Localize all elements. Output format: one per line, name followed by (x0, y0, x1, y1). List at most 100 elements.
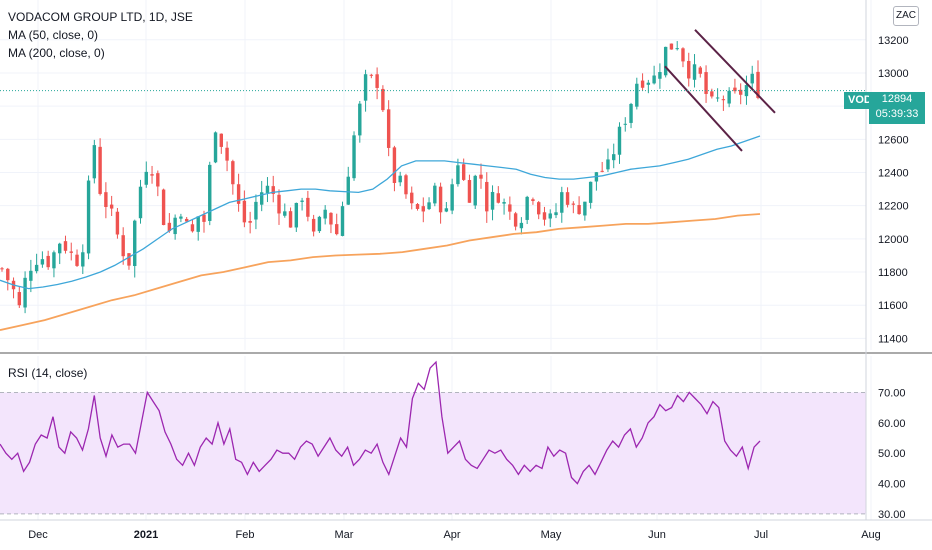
candle (663, 46, 668, 76)
rsi-axis-label: 50.00 (878, 448, 906, 460)
time-axis-label: 2021 (134, 529, 158, 541)
candle (150, 174, 154, 176)
candle (490, 191, 495, 210)
time-axis-label: Feb (236, 529, 255, 541)
price-axis-label: 13000 (878, 68, 909, 80)
candle (144, 171, 148, 185)
candle (300, 200, 304, 202)
candle (271, 186, 275, 194)
price-axis-label: 12400 (878, 168, 909, 180)
price-axis-label: 11600 (878, 300, 908, 312)
candle (190, 224, 195, 232)
candle (640, 80, 645, 88)
ma200-legend[interactable]: MA (200, close, 0) (8, 46, 105, 60)
currency-badge[interactable]: ZAC (893, 6, 919, 26)
candle (571, 203, 576, 205)
candle (317, 216, 322, 232)
time-axis-label: Jun (648, 529, 666, 541)
candle (115, 211, 120, 235)
candle (156, 173, 160, 187)
ma200-line (0, 213, 761, 331)
candle (612, 154, 616, 161)
candle (450, 184, 454, 211)
candle (398, 175, 402, 183)
candle (433, 185, 437, 204)
candle (346, 176, 350, 205)
price-axis-label: 12600 (878, 134, 909, 146)
candle (104, 192, 108, 207)
candle (288, 211, 293, 228)
candle (577, 205, 581, 215)
candle (681, 48, 685, 62)
candle (208, 164, 212, 221)
candle (479, 174, 483, 179)
candle (658, 72, 662, 79)
candle (202, 214, 206, 222)
candle (294, 202, 299, 228)
candle (133, 220, 137, 267)
candle (508, 204, 512, 212)
rsi-axis-label: 70.00 (878, 387, 906, 399)
candle (692, 64, 697, 80)
rsi-line (0, 360, 761, 485)
candle (381, 88, 385, 111)
candle (58, 243, 62, 254)
candle (254, 201, 258, 220)
candle (386, 109, 391, 148)
candle (519, 222, 524, 229)
rsi-axis-label: 30.00 (878, 509, 906, 521)
price-axis-label: 12000 (878, 234, 909, 246)
candle (444, 208, 449, 212)
countdown-timer: 05:39:33 (875, 108, 919, 120)
candle (548, 213, 552, 219)
candle (75, 254, 79, 266)
time-axis-label: Jul (754, 529, 768, 541)
candle (704, 72, 708, 94)
candle (352, 135, 356, 179)
candle (167, 222, 172, 232)
candle (554, 212, 558, 216)
rsi-legend[interactable]: RSI (14, close) (8, 366, 88, 380)
candle (687, 60, 691, 79)
candle (646, 82, 651, 85)
candle (63, 241, 68, 251)
trendline-lower (664, 65, 743, 152)
candle (525, 196, 529, 220)
price-axis-label: 13200 (878, 35, 909, 47)
candle (733, 87, 737, 92)
candle (335, 224, 339, 235)
price-axis-label: 11800 (878, 267, 908, 279)
ma50-legend[interactable]: MA (50, close, 0) (8, 28, 99, 42)
candle (34, 264, 39, 272)
candle (583, 201, 587, 216)
candle (675, 48, 679, 50)
candle (600, 170, 604, 172)
candle (606, 159, 610, 170)
candle (404, 175, 408, 195)
candle (473, 175, 477, 206)
candle (92, 145, 97, 179)
time-axis-label: May (541, 529, 562, 541)
candle (23, 277, 27, 308)
candle (565, 192, 570, 205)
candle (421, 206, 425, 212)
chart-title: VODACOM GROUP LTD, 1D, JSE (8, 10, 193, 24)
price-candles (0, 41, 760, 314)
time-axis-label: Aug (861, 529, 881, 541)
candle (179, 216, 183, 219)
symbol-tag: VOD (844, 92, 876, 109)
candle (265, 185, 270, 193)
candle (277, 194, 281, 214)
candle (537, 202, 541, 215)
candle (225, 147, 229, 161)
candle (629, 103, 633, 123)
candle (196, 216, 200, 232)
time-axis-label: Apr (443, 529, 460, 541)
candle (375, 74, 379, 88)
candle (127, 253, 131, 266)
rsi-band (0, 392, 866, 514)
candle (242, 200, 247, 223)
candle (323, 209, 327, 219)
trendline-upper (694, 29, 776, 114)
